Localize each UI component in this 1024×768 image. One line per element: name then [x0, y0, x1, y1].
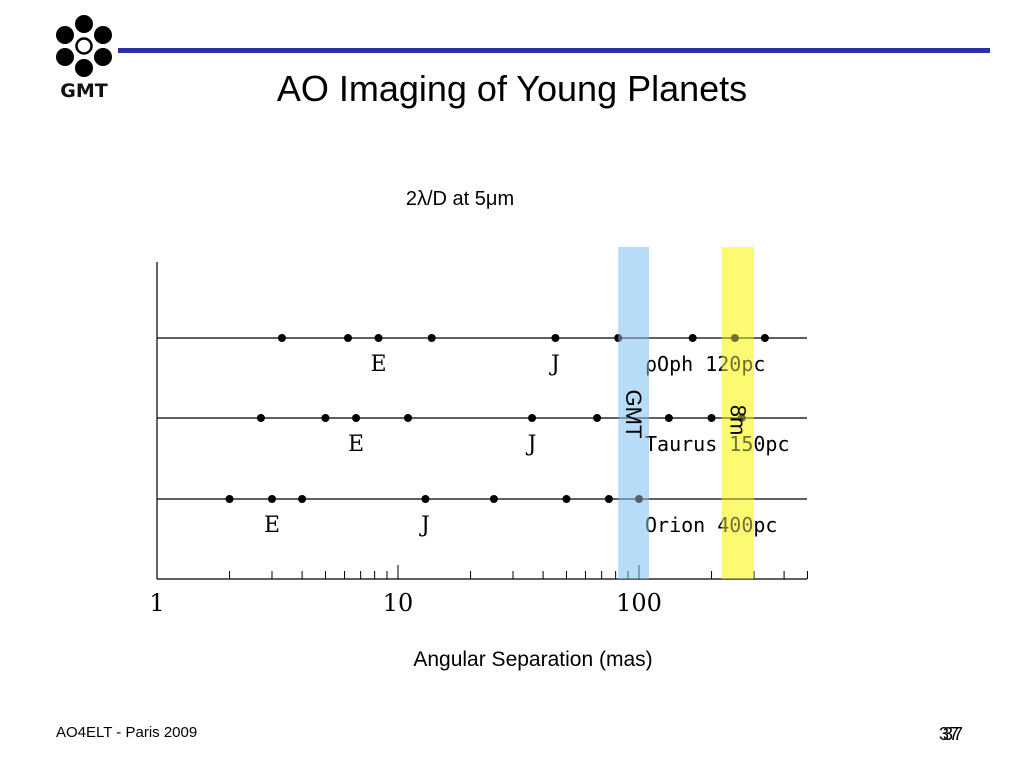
slide-title: AO Imaging of Young Planets: [276, 68, 748, 109]
series-label: ρOph 120pc: [645, 352, 765, 376]
x-tick-label: 1: [149, 589, 164, 617]
marker-label-e: E: [348, 432, 364, 457]
data-point: [267, 495, 276, 503]
marker-label-j: J: [526, 432, 537, 457]
data-point: [403, 414, 412, 422]
data-point: [664, 414, 673, 422]
series-label: Taurus 150pc: [645, 432, 790, 456]
x-tick-label: 100: [616, 589, 662, 617]
data-point: [737, 414, 746, 422]
data-point: [562, 495, 571, 503]
data-point: [730, 334, 739, 342]
data-point: [374, 334, 383, 342]
gmt-logo-text: GMT: [60, 80, 108, 102]
x-axis-label: Angular Separation (mas): [413, 648, 653, 671]
band-8m: [721, 247, 754, 579]
data-point: [321, 414, 330, 422]
x-tick-label: 10: [383, 589, 414, 617]
title-rule: [118, 48, 990, 53]
marker-label-j: J: [549, 352, 560, 377]
band-overlay-gmt: [618, 247, 649, 579]
footer-text: AO4ELT - Paris 2009: [56, 724, 198, 741]
marker-label-j: J: [419, 513, 430, 538]
data-point: [256, 414, 265, 422]
data-point: [688, 334, 697, 342]
band-label-8m: 8m: [725, 405, 750, 436]
data-point: [277, 334, 286, 342]
gmt-logo-icon: [56, 15, 112, 77]
data-point: [421, 495, 430, 503]
marker-label-e: E: [264, 513, 280, 538]
data-point: [489, 495, 498, 503]
data-point: [225, 495, 234, 503]
data-point: [760, 334, 769, 342]
data-point: [343, 334, 352, 342]
data-point: [352, 414, 361, 422]
band-label-gmt: GMT: [621, 390, 646, 439]
band-gmt: [618, 247, 649, 579]
data-point: [614, 334, 623, 342]
data-point: [528, 414, 537, 422]
gmt-logo: GMT: [46, 14, 122, 110]
data-point: [427, 334, 436, 342]
data-point: [593, 414, 602, 422]
page-number-shadow: 37: [939, 724, 960, 744]
marker-label-e: E: [370, 352, 386, 377]
page-number: 37 37: [930, 724, 970, 746]
data-point: [298, 495, 307, 503]
band-overlay-8m: [721, 247, 754, 579]
chart-subtitle: 2λ/D at 5μm: [405, 188, 515, 210]
data-point: [604, 495, 613, 503]
page-number-text: 37: [943, 724, 964, 744]
series-label: Orion 400pc: [645, 513, 777, 537]
data-point: [707, 414, 716, 422]
data-point: [551, 334, 560, 342]
data-point: [635, 495, 643, 503]
